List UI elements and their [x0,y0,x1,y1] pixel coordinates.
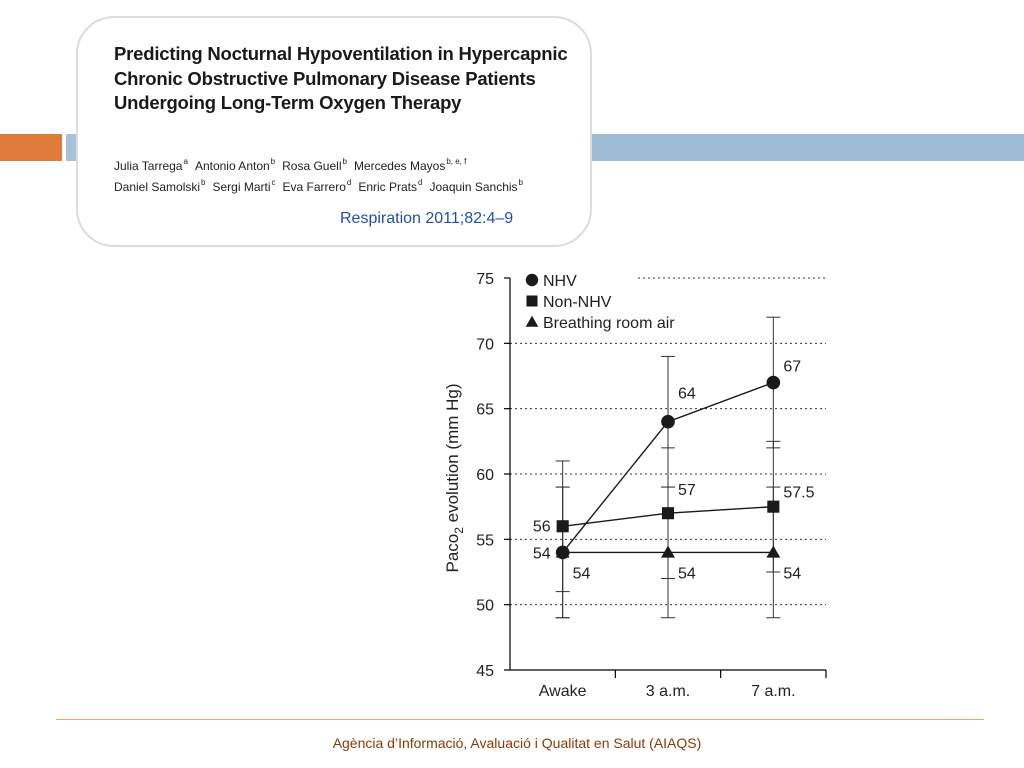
author-line: Daniel Samolskib Sergi Martic Eva Farrerod… [114,178,584,201]
author-name-text: Julia Tarrega [114,159,183,173]
data-label: 56 [533,518,551,535]
author-name-text: Joaquin Sanchis [429,180,518,194]
x-tick-label: 7 a.m. [751,683,795,700]
author-affiliation: d [346,178,352,187]
author-name: Rosa Guellb [282,157,347,173]
author-name: Enric Pratsd [358,178,423,194]
author-affiliation: b [270,157,276,166]
author-affiliation: b [518,178,523,187]
data-point-square [767,500,780,513]
y-tick-label: 50 [476,598,494,615]
y-tick-label: 75 [476,271,494,288]
paco2-chart: 45 50 55 60 65 70 75 Awake 3 a.m. 7 a.m. Paco2 evo… [443,271,827,700]
author-name: Sergi Martic [212,178,276,194]
data-point-triangle [766,545,781,558]
legend-label: Breathing room air [543,315,675,332]
y-tick-label: 70 [476,336,494,353]
author-name: Julia Tarregaa [114,157,188,173]
legend-marker-triangle [525,315,539,327]
y-axis-label-subscript: 2 [452,527,466,534]
accent-bar-blue-right [590,134,1024,161]
data-label: 57.5 [783,485,814,502]
author-list: Julia Tarregaa Antonio Antonb Rosa Guellb M… [114,157,584,201]
y-tick-label: 55 [476,532,494,549]
author-name: Eva Farrerod [282,178,352,194]
data-point-square [661,507,675,520]
legend-label: NHV [543,273,577,290]
legend-marker-circle [525,273,539,287]
y-axis-label-part: evolution (mm Hg) [443,383,462,527]
author-name-text: Eva Farrero [282,180,346,194]
author-name-text: Antonio Anton [194,159,270,173]
footer-text: Agència d’Informació, Avaluació i Qualit… [332,735,702,751]
y-axis-label-part: Paco [443,534,462,573]
paper-title: Predicting Nocturnal Hypoventilation in … [114,43,568,113]
y-tick-label: 45 [476,663,494,680]
data-label: 54 [678,565,696,582]
data-label: 54 [533,545,551,562]
paper-card: Predicting Nocturnal Hypoventilation in … [76,16,592,247]
data-label: 57 [678,482,696,499]
author-line: Julia Tarregaa Antonio Antonb Rosa Guellb M… [114,157,584,180]
author-affiliation: b, e, f [446,157,467,166]
author-name: Antonio Antonb [194,157,276,173]
data-point-square [556,520,569,533]
author-name: Daniel Samolskib [114,178,206,194]
data-label: 64 [678,386,696,403]
footer-divider [56,719,984,720]
y-tick-label: 65 [476,402,494,419]
x-tick-label: 3 a.m. [646,683,690,700]
data-point-circle [766,375,781,390]
author-affiliation: b [201,178,206,187]
author-affiliation: d [418,178,423,187]
author-affiliation: c [271,178,276,187]
citation-link[interactable]: Respiration 2011;82:4–9 [340,210,514,227]
author-name: Mercedes Mayosb, e, f [353,157,467,173]
author-name-text: Rosa Guell [282,159,342,173]
legend-label: Non-NHV [543,294,612,311]
accent-bar-orange [0,134,62,161]
author-name-text: Mercedes Mayos [353,159,446,173]
data-point-circle [661,414,675,429]
data-label: 54 [573,565,591,582]
author-name-text: Sergi Marti [212,180,271,194]
data-point-triangle [661,545,675,558]
data-point-triangle [555,545,570,558]
data-label: 67 [783,359,801,376]
x-tick-label: Awake [539,683,587,700]
author-name-text: Daniel Samolski [114,180,201,194]
y-axis-label: Paco2 evolution (mm Hg) [443,383,466,572]
author-affiliation: a [183,157,188,166]
y-tick-label: 60 [476,467,494,484]
author-affiliation: b [342,157,347,166]
data-label: 54 [783,565,801,582]
legend-marker-square [526,295,538,307]
author-name: Joaquin Sanchisb [429,178,523,194]
author-name-text: Enric Prats [358,180,418,194]
